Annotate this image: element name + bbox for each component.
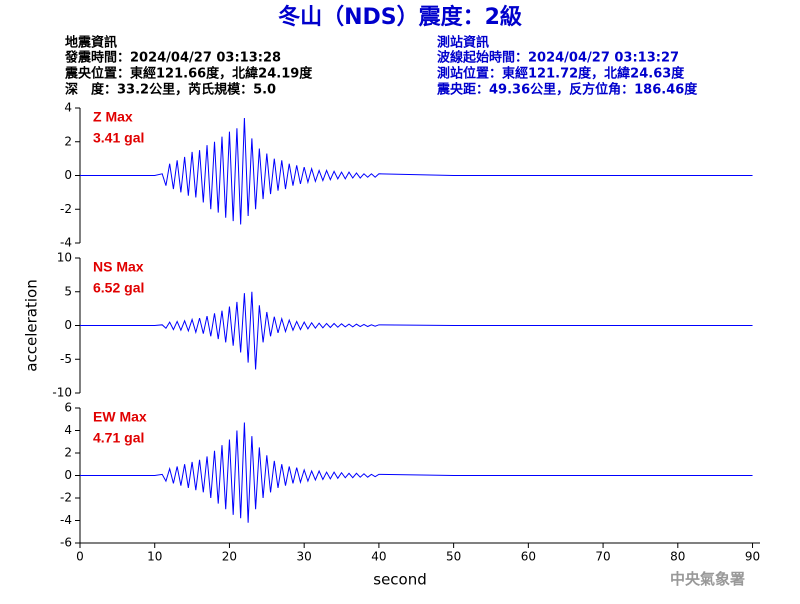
annotation: 3.41 gal xyxy=(93,130,144,146)
y-tick-label: 2 xyxy=(64,446,72,460)
station-info: 測站資訊 xyxy=(437,35,489,51)
quake-info: 發震時間：2024/04/27 03:13:28 xyxy=(64,50,281,66)
annotation: EW Max xyxy=(93,409,147,425)
y-tick-label: -4 xyxy=(60,236,72,250)
y-tick-label: 5 xyxy=(64,284,72,298)
x-tick-label: 50 xyxy=(446,550,461,564)
y-tick-label: 4 xyxy=(64,423,72,437)
y-tick-label: 10 xyxy=(57,251,72,265)
y-tick-label: 6 xyxy=(64,401,72,415)
annotation: NS Max xyxy=(93,259,144,275)
x-tick-label: 70 xyxy=(595,550,610,564)
x-tick-label: 10 xyxy=(147,550,162,564)
x-tick-label: 80 xyxy=(670,550,685,564)
quake-info: 深 度：33.2公里，芮氏規模：5.0 xyxy=(65,82,276,98)
station-info: 震央距：49.36公里，反方位角：186.46度 xyxy=(436,82,698,98)
quake-info: 地震資訊 xyxy=(65,35,117,51)
x-tick-label: 60 xyxy=(521,550,536,564)
waveform xyxy=(80,117,753,225)
x-tick-label: 0 xyxy=(76,550,84,564)
y-tick-label: 2 xyxy=(64,134,72,148)
station-info: 測站位置：東經121.72度，北緯24.63度 xyxy=(437,66,685,82)
y-tick-label: -2 xyxy=(60,202,72,216)
y-tick-label: 4 xyxy=(64,101,72,115)
x-tick-label: 30 xyxy=(297,550,312,564)
y-tick-label: -10 xyxy=(52,386,72,400)
waveform xyxy=(80,291,753,370)
station-info: 波線起始時間：2024/04/27 03:13:27 xyxy=(437,50,679,66)
y-tick-label: 0 xyxy=(64,318,72,332)
y-axis-label: acceleration xyxy=(23,279,41,371)
annotation: 4.71 gal xyxy=(93,430,144,446)
y-tick-label: -5 xyxy=(60,352,72,366)
x-axis-label: second xyxy=(373,571,427,589)
waveform xyxy=(80,422,753,523)
quake-info: 震央位置：東經121.66度，北緯24.19度 xyxy=(64,66,313,82)
annotation: Z Max xyxy=(93,109,133,125)
y-tick-label: 0 xyxy=(64,168,72,182)
watermark: 中央氣象署 xyxy=(670,570,745,588)
x-tick-label: 20 xyxy=(222,550,237,564)
x-tick-label: 40 xyxy=(371,550,386,564)
chart-title: 冬山（NDS）震度：2級 xyxy=(278,4,522,30)
y-tick-label: -6 xyxy=(60,536,72,550)
y-tick-label: -4 xyxy=(60,513,72,527)
x-tick-label: 90 xyxy=(745,550,760,564)
y-tick-label: -2 xyxy=(60,491,72,505)
annotation: 6.52 gal xyxy=(93,280,144,296)
y-tick-label: 0 xyxy=(64,468,72,482)
